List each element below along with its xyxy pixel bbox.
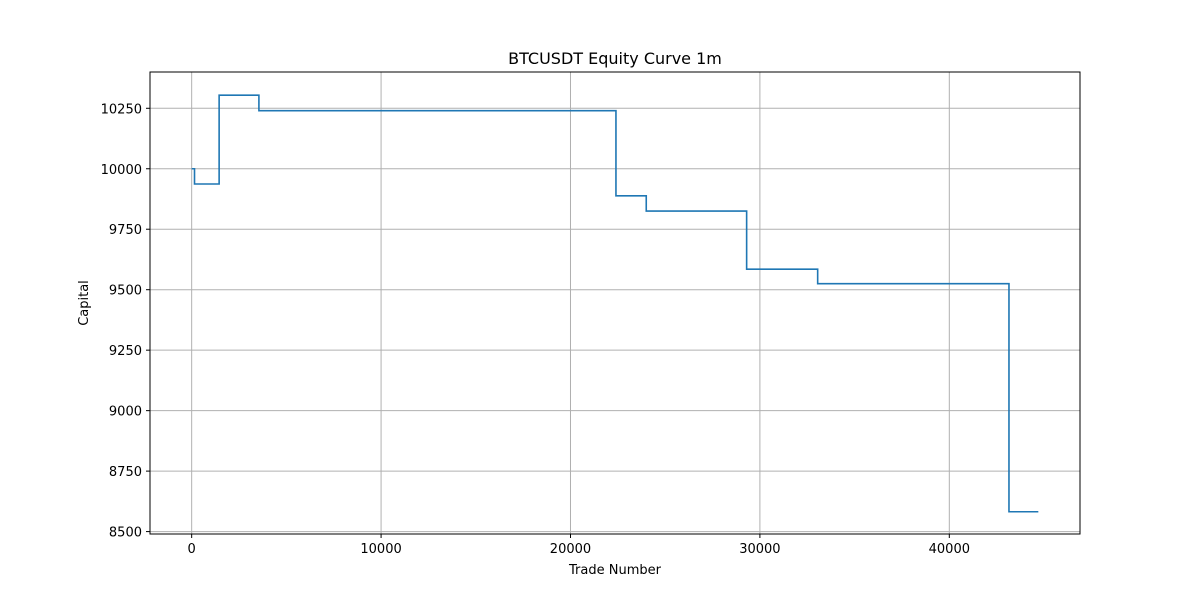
y-tick-label: 8500 <box>109 526 142 541</box>
y-tick-label: 9250 <box>109 344 142 359</box>
y-axis-ticks: 8500 8750 9000 9250 9500 9750 10000 10250 <box>101 102 150 541</box>
y-tick-label: 9000 <box>109 405 142 420</box>
equity-line <box>191 94 1039 513</box>
x-axis-label: Trade Number <box>568 563 662 578</box>
y-tick-label: 10250 <box>101 102 142 117</box>
x-tick-label: 0 <box>188 542 196 557</box>
x-axis-ticks: 0 10000 20000 30000 40000 <box>188 534 970 557</box>
y-axis-label: Capital <box>77 280 92 326</box>
chart-title: BTCUSDT Equity Curve 1m <box>508 49 722 68</box>
plot-frame <box>149 71 1081 535</box>
y-tick-label: 10000 <box>101 163 142 178</box>
x-tick-label: 10000 <box>360 542 401 557</box>
grid-lines <box>150 72 1080 534</box>
y-tick-label: 9500 <box>109 284 142 299</box>
y-tick-label: 9750 <box>109 223 142 238</box>
x-tick-label: 40000 <box>929 542 970 557</box>
series-layer <box>191 94 1039 513</box>
y-tick-label: 8750 <box>109 465 142 480</box>
x-tick-label: 20000 <box>550 542 591 557</box>
x-tick-label: 30000 <box>739 542 780 557</box>
